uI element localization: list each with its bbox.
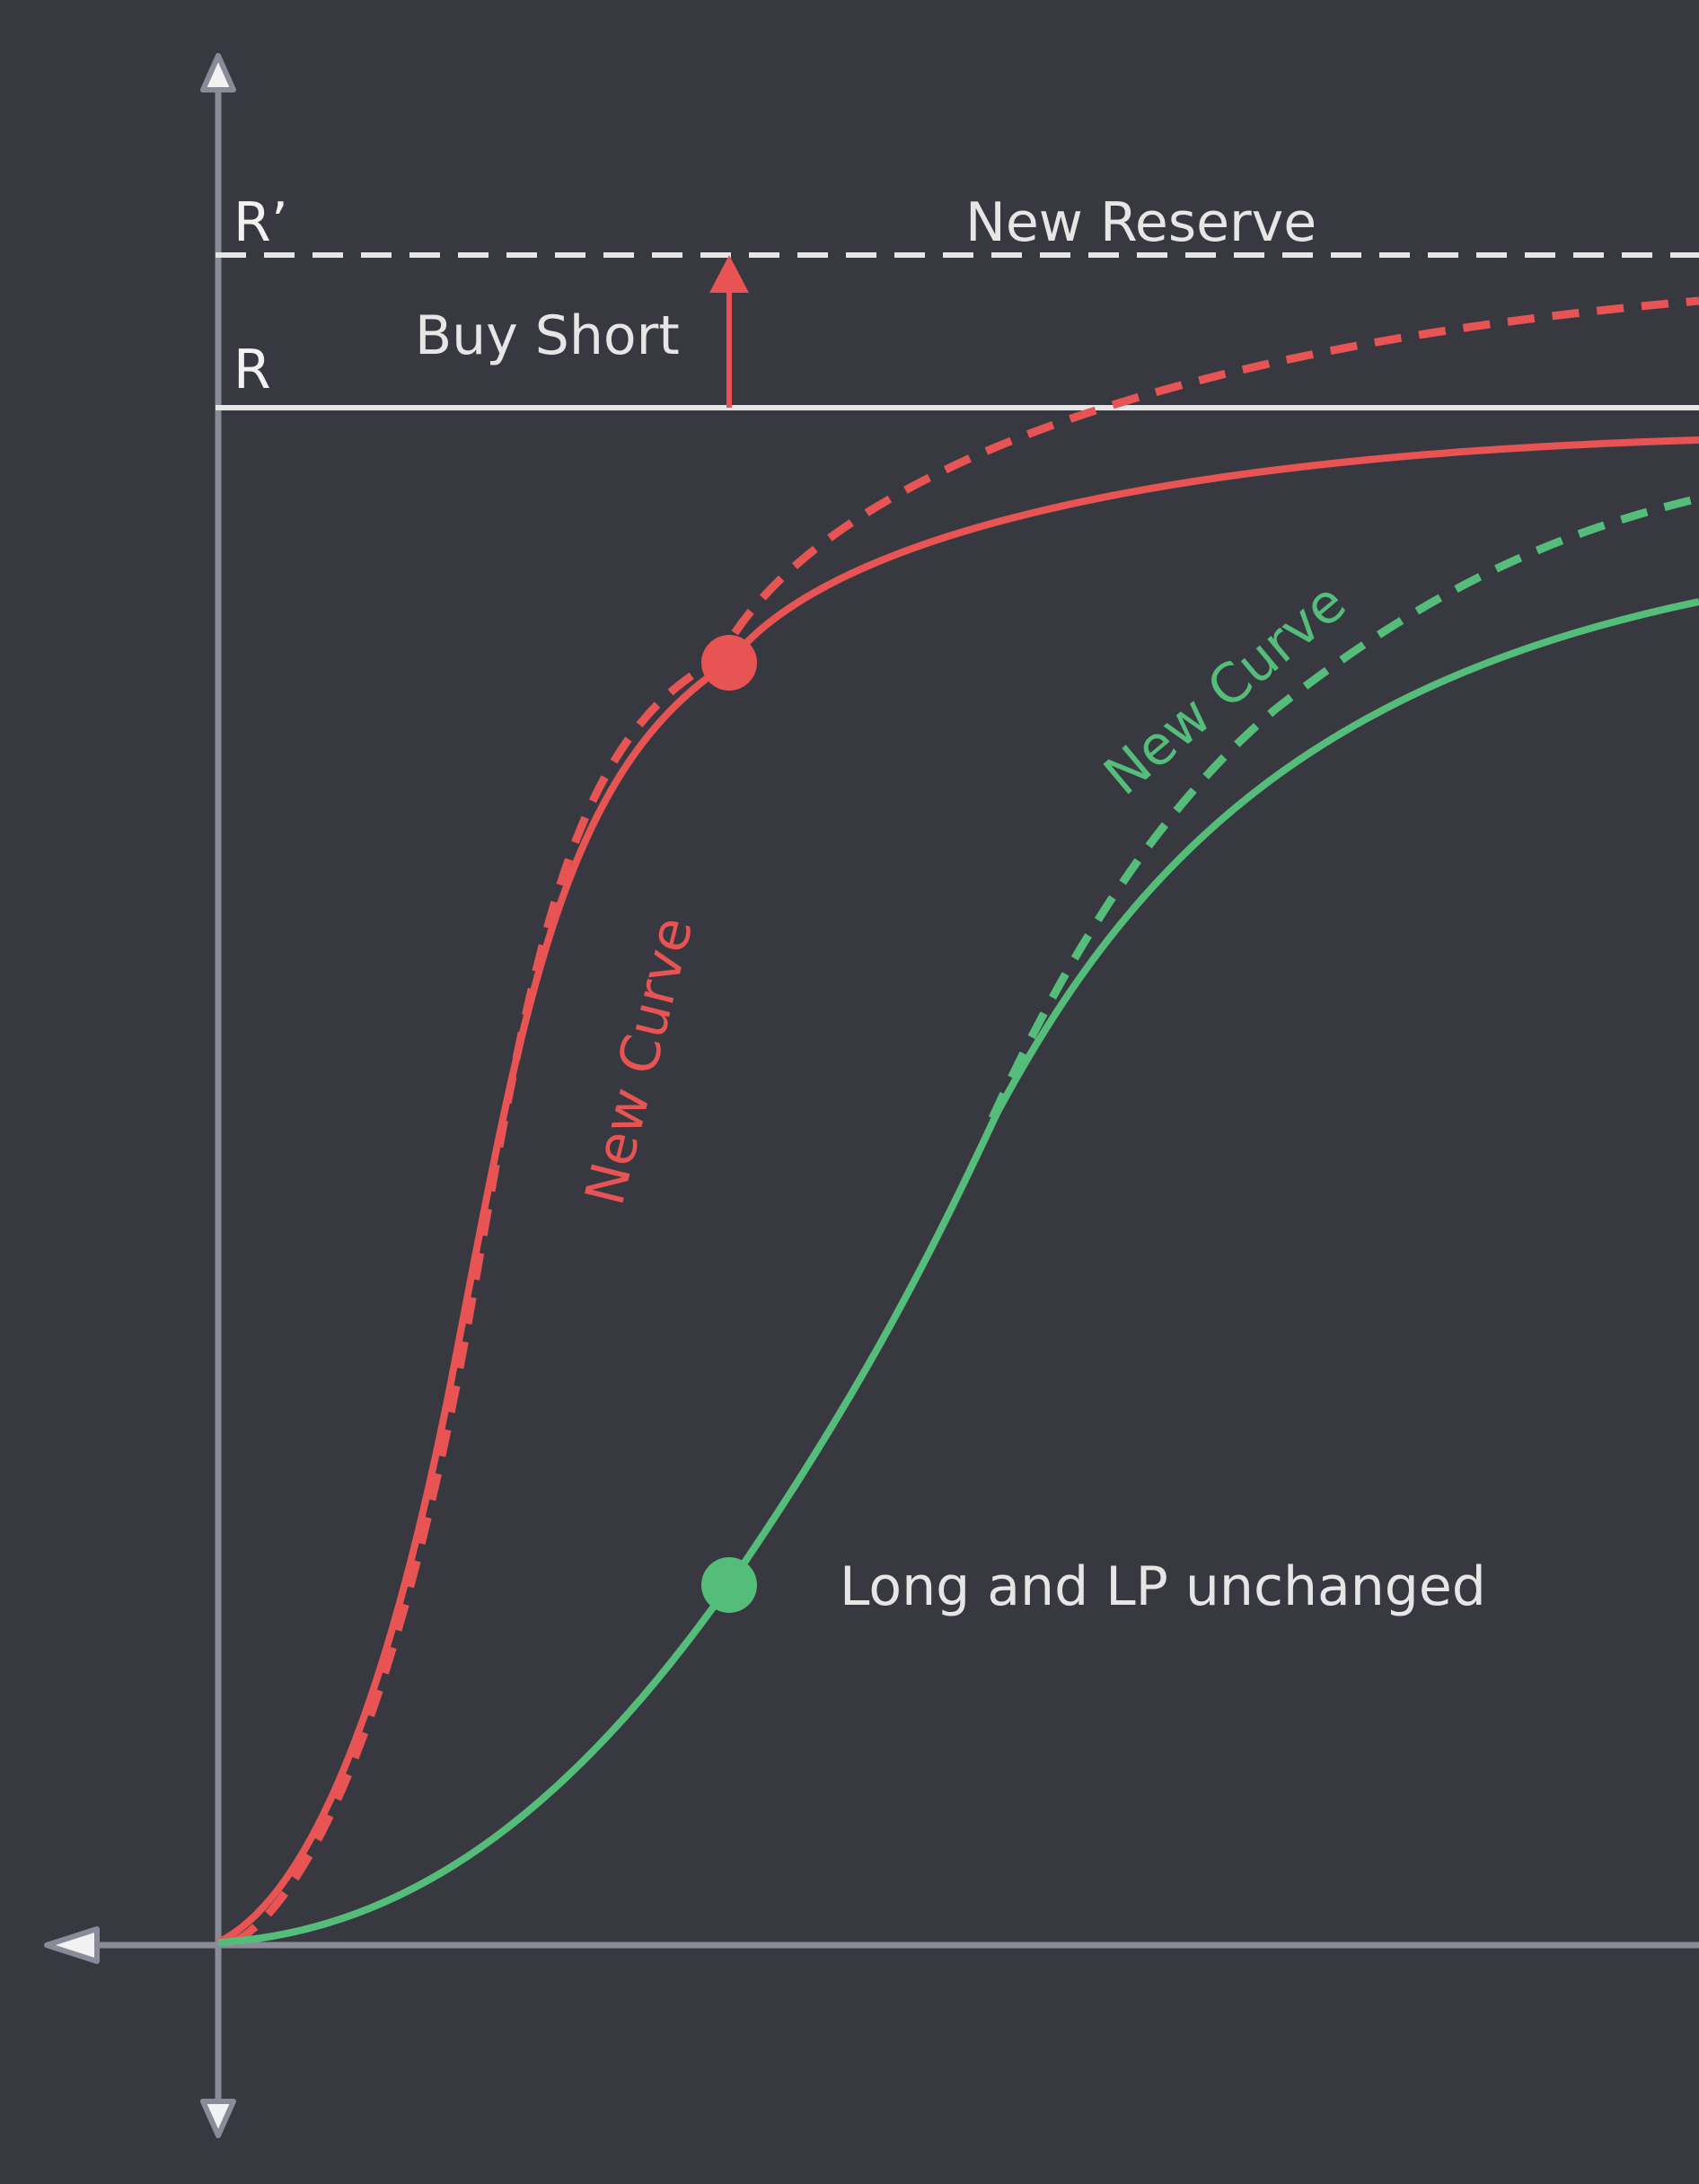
r-prime-label: R’ [233, 191, 288, 254]
short-new-curve-label: New Curve [574, 911, 706, 1211]
long-lp-unchanged-label: Long and LP unchanged [840, 1555, 1486, 1618]
short-new-curve-dashed [231, 296, 1699, 1946]
long-new-curve-dashed [988, 494, 1699, 1120]
buy-short-label: Buy Short [415, 304, 680, 367]
r-label: R [233, 339, 271, 401]
long-curve [217, 598, 1699, 1946]
x-axis-left-arrow-icon [44, 1926, 100, 1964]
long-position-dot [701, 1557, 757, 1613]
y-axis-up-arrow-icon [200, 53, 236, 92]
short-position-dot [701, 635, 757, 691]
axes [44, 53, 1699, 2138]
short-curve [216, 436, 1699, 1946]
new-reserve-label: New Reserve [965, 191, 1316, 254]
buy-short-arrow-head-icon [709, 255, 749, 293]
y-axis-down-arrow-icon [200, 2099, 236, 2138]
long-new-curve-label: New Curve [1093, 571, 1358, 808]
